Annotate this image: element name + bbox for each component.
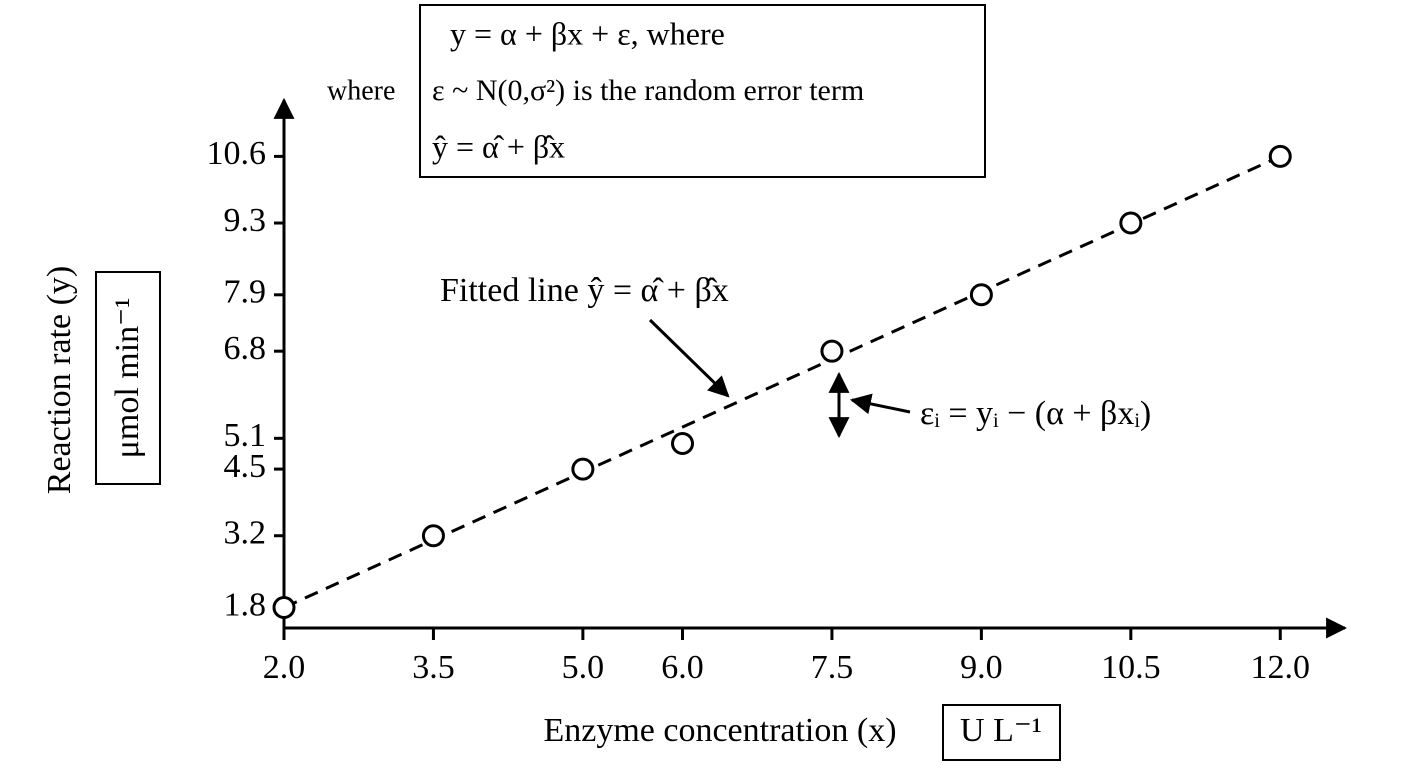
model-line: y = α + βx + ε, where xyxy=(450,15,725,51)
y-tick-label: 10.6 xyxy=(207,135,267,172)
y-unit-box xyxy=(95,271,161,485)
x-tick-label: 5.0 xyxy=(562,649,605,686)
y-tick-label: 4.5 xyxy=(224,448,267,485)
model-line: ε ~ N(0,σ²) is the random error term xyxy=(432,74,864,107)
y-unit: μmol min⁻¹ xyxy=(109,298,146,459)
x-tick-label: 7.5 xyxy=(811,649,854,686)
fit-label: Fitted line ŷ = α̂ + β̂x xyxy=(440,272,729,309)
model-box xyxy=(419,4,986,178)
x-tick-label: 2.0 xyxy=(263,649,306,686)
x-axis-label: Enzyme concentration (x) xyxy=(543,712,896,749)
data-point xyxy=(1268,144,1292,168)
x-unit-box xyxy=(942,704,1061,761)
model-side-label: where xyxy=(327,75,395,106)
y-axis-label: Reaction rate (y) xyxy=(41,266,78,494)
y-tick-label: 6.8 xyxy=(224,330,267,367)
residual-pointer xyxy=(849,393,911,415)
x-tick-label: 12.0 xyxy=(1251,649,1311,686)
residual-label: εᵢ = yᵢ − (α + βxᵢ) xyxy=(920,395,1151,432)
x-tick-label: 6.0 xyxy=(661,649,704,686)
x-unit: U L⁻¹ xyxy=(960,712,1042,749)
x-tick-label: 10.5 xyxy=(1101,649,1161,686)
x-tick-label: 9.0 xyxy=(960,649,1003,686)
y-tick-label: 7.9 xyxy=(224,274,267,311)
data-point xyxy=(671,431,695,455)
y-tick-label: 9.3 xyxy=(224,202,267,239)
data-point xyxy=(1119,211,1143,235)
y-tick-label: 3.2 xyxy=(224,515,267,552)
y-tick-label: 5.1 xyxy=(224,417,267,454)
model-line: ŷ = α̂ + β̂x xyxy=(432,128,565,164)
x-tick-label: 3.5 xyxy=(412,649,455,686)
data-point xyxy=(272,595,296,619)
y-tick-label: 1.8 xyxy=(224,586,267,623)
data-point xyxy=(421,524,445,548)
data-point xyxy=(571,457,595,481)
fit-arrow xyxy=(648,318,730,398)
data-point xyxy=(820,339,844,363)
data-point xyxy=(969,283,993,307)
